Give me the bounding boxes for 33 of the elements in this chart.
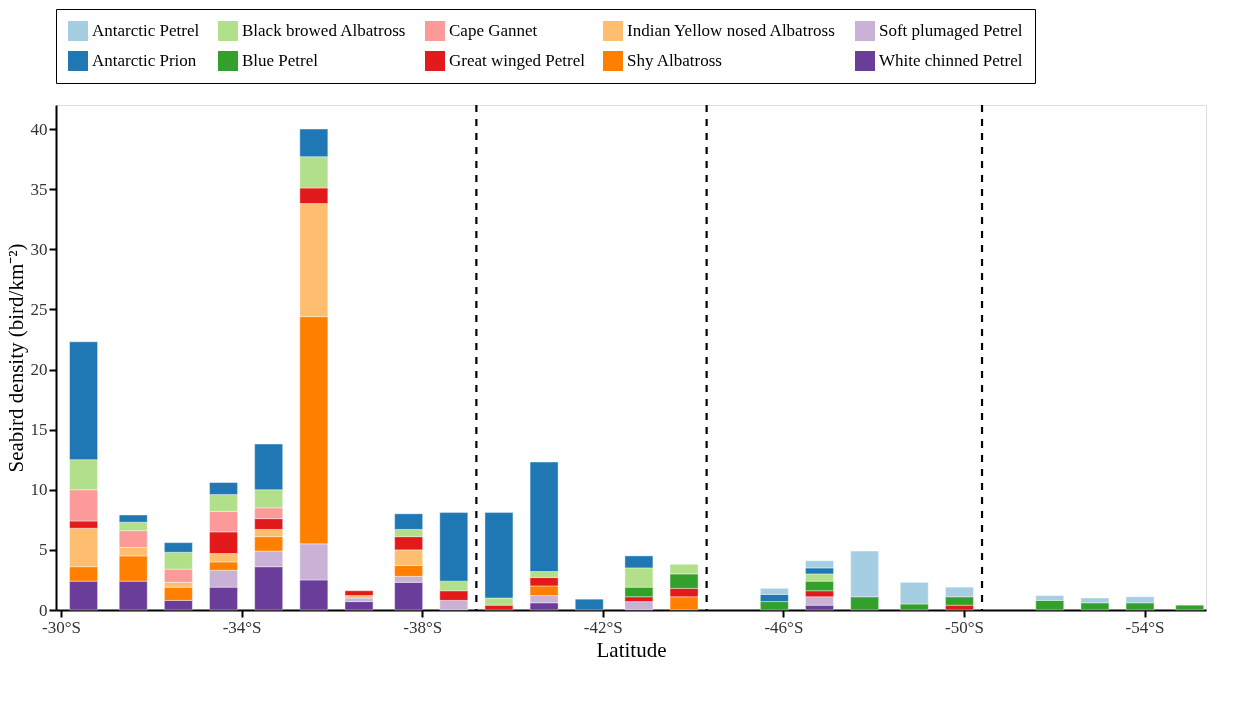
bar bbox=[1175, 604, 1204, 611]
y-tick-label: 10 bbox=[30, 480, 48, 500]
legend-label: Blue Petrel bbox=[242, 51, 319, 70]
y-tick-label: 25 bbox=[30, 299, 48, 319]
y-tick-label: 40 bbox=[30, 119, 48, 139]
x-tick-label: -30°S bbox=[42, 617, 81, 637]
legend-label: Antarctic Petrel bbox=[92, 21, 200, 40]
legend-label: White chinned Petrel bbox=[879, 51, 1023, 70]
x-tick-label: -34°S bbox=[222, 617, 262, 637]
y-tick-label: 15 bbox=[30, 420, 48, 440]
legend-label: Great winged Petrel bbox=[449, 51, 586, 70]
y-tick-label: 35 bbox=[30, 179, 48, 199]
legend-label: Soft plumaged Petrel bbox=[879, 21, 1023, 40]
legend-label: Indian Yellow nosed Albatross bbox=[627, 21, 835, 40]
legend-label: Shy Albatross bbox=[627, 51, 722, 70]
bar bbox=[344, 601, 374, 611]
y-tick-label: 0 bbox=[39, 600, 48, 620]
legend-label: Cape Gannet bbox=[449, 21, 538, 40]
y-axis-title: Seabird density (bird/km⁻²) bbox=[3, 243, 28, 473]
legend-label: Antarctic Prion bbox=[92, 51, 197, 70]
x-tick-label: -46°S bbox=[764, 617, 804, 637]
x-tick-label: -38°S bbox=[403, 617, 443, 637]
y-tick-label: 5 bbox=[39, 540, 48, 560]
bar bbox=[575, 598, 604, 611]
bar bbox=[624, 601, 654, 611]
legend-label: Black browed Albatross bbox=[242, 21, 406, 40]
y-tick-label: 20 bbox=[30, 360, 48, 380]
bar bbox=[344, 590, 374, 596]
x-tick-label: -54°S bbox=[1125, 617, 1165, 637]
x-tick-label: -50°S bbox=[945, 617, 984, 637]
x-axis-title: Latitude bbox=[596, 637, 667, 662]
y-tick-label: 30 bbox=[30, 239, 48, 259]
x-tick-label: -42°S bbox=[583, 617, 623, 637]
